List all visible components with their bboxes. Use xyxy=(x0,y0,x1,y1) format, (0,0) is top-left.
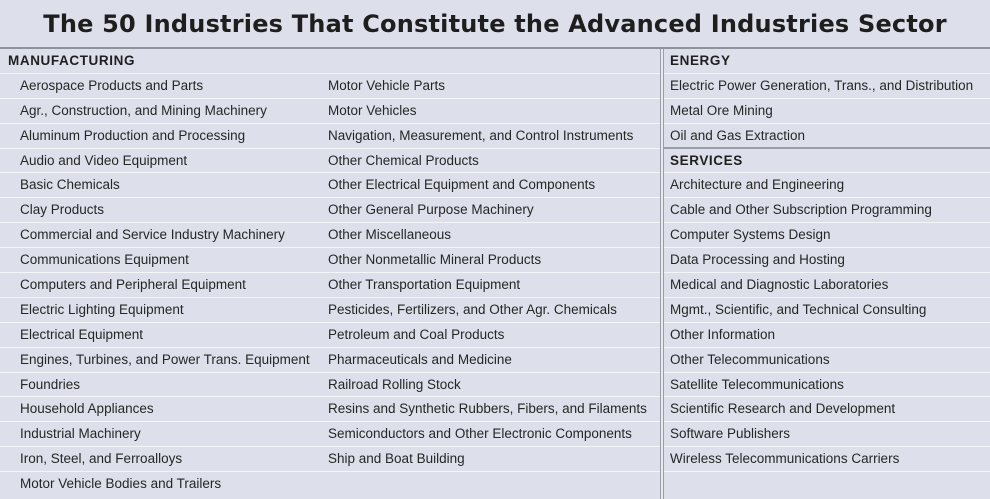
industry-item: Software Publishers xyxy=(664,422,990,448)
industry-item: Communications Equipment xyxy=(0,248,320,274)
industry-item: Computer Systems Design xyxy=(664,223,990,249)
industry-item: Satellite Telecommunications xyxy=(664,373,990,398)
industry-item: Scientific Research and Development xyxy=(664,397,990,423)
industry-item: Navigation, Measurement, and Control Ins… xyxy=(320,124,660,149)
industry-item: Pharmaceuticals and Medicine xyxy=(320,348,660,373)
industry-item: Railroad Rolling Stock xyxy=(320,373,660,398)
industry-item: Industrial Machinery xyxy=(0,422,320,448)
industry-item: Aerospace Products and Parts xyxy=(0,74,320,99)
industry-item: Other General Purpose Machinery xyxy=(320,198,660,224)
industry-item: Resins and Synthetic Rubbers, Fibers, an… xyxy=(320,397,660,423)
manufacturing-column-1: Aerospace Products and Parts Agr., Constr… xyxy=(0,74,320,497)
industries-table: MANUFACTURING Aerospace Products and Par… xyxy=(0,49,990,499)
industry-item: Iron, Steel, and Ferroalloys xyxy=(0,447,320,473)
title-divider xyxy=(0,47,990,49)
energy-heading: ENERGY xyxy=(664,49,990,74)
industry-item: Computers and Peripheral Equipment xyxy=(0,273,320,298)
industry-item: Clay Products xyxy=(0,198,320,224)
title-bar: The 50 Industries That Constitute the Ad… xyxy=(0,0,990,47)
industry-item: Other Transportation Equipment xyxy=(320,273,660,298)
industry-item: Other Chemical Products xyxy=(320,149,660,174)
industry-item: Foundries xyxy=(0,373,320,398)
industry-item: Electric Power Generation, Trans., and D… xyxy=(664,74,990,99)
industry-item: Other Telecommunications xyxy=(664,348,990,373)
industry-item: Aluminum Production and Processing xyxy=(0,124,320,149)
industry-item: Other Electrical Equipment and Component… xyxy=(320,173,660,199)
energy-services-column: ENERGY Electric Power Generation, Trans.… xyxy=(664,49,990,473)
industry-item: Electric Lighting Equipment xyxy=(0,298,320,323)
industry-item: Pesticides, Fertilizers, and Other Agr. … xyxy=(320,298,660,323)
industry-item: Oil and Gas Extraction xyxy=(664,124,990,149)
industry-item: Electrical Equipment xyxy=(0,323,320,348)
industry-item: Motor Vehicle Bodies and Trailers xyxy=(20,476,222,492)
industry-item: Commercial and Service Industry Machiner… xyxy=(0,223,320,249)
industry-item: Data Processing and Hosting xyxy=(664,248,990,274)
energy-list: Electric Power Generation, Trans., and D… xyxy=(664,74,990,149)
industry-item: Ship and Boat Building xyxy=(320,447,660,473)
industry-item: Other Information xyxy=(664,323,990,348)
industry-item: Cable and Other Subscription Programming xyxy=(664,198,990,224)
industry-item: Petroleum and Coal Products xyxy=(320,323,660,348)
page-title: The 50 Industries That Constitute the Ad… xyxy=(43,9,947,38)
industry-item: Mgmt., Scientific, and Technical Consult… xyxy=(664,298,990,323)
industry-item: Architecture and Engineering xyxy=(664,173,990,199)
manufacturing-column-2: Motor Vehicle Parts Motor Vehicles Navigat… xyxy=(320,74,660,473)
industry-item: Motor Vehicle Parts xyxy=(320,74,660,99)
manufacturing-heading: MANUFACTURING xyxy=(0,49,660,74)
industry-item: Engines, Turbines, and Power Trans. Equi… xyxy=(0,348,320,373)
industry-item: Semiconductors and Other Electronic Comp… xyxy=(320,422,660,448)
industry-item: Other Miscellaneous xyxy=(320,223,660,249)
industry-item: Audio and Video Equipment xyxy=(0,149,320,174)
industry-item: Metal Ore Mining xyxy=(664,99,990,124)
column-separator xyxy=(660,49,664,499)
industry-item: Medical and Diagnostic Laboratories xyxy=(664,273,990,298)
industry-item: Motor Vehicles xyxy=(320,99,660,124)
industry-item: Household Appliances xyxy=(0,397,320,423)
industry-item: Other Nonmetallic Mineral Products xyxy=(320,248,660,274)
industry-item: Agr., Construction, and Mining Machinery xyxy=(0,99,320,124)
industry-item: Wireless Telecommunications Carriers xyxy=(664,447,990,473)
industry-item: Basic Chemicals xyxy=(0,173,320,199)
services-heading: SERVICES xyxy=(664,149,990,174)
services-list: Architecture and Engineering Cable and Ot… xyxy=(664,173,990,473)
